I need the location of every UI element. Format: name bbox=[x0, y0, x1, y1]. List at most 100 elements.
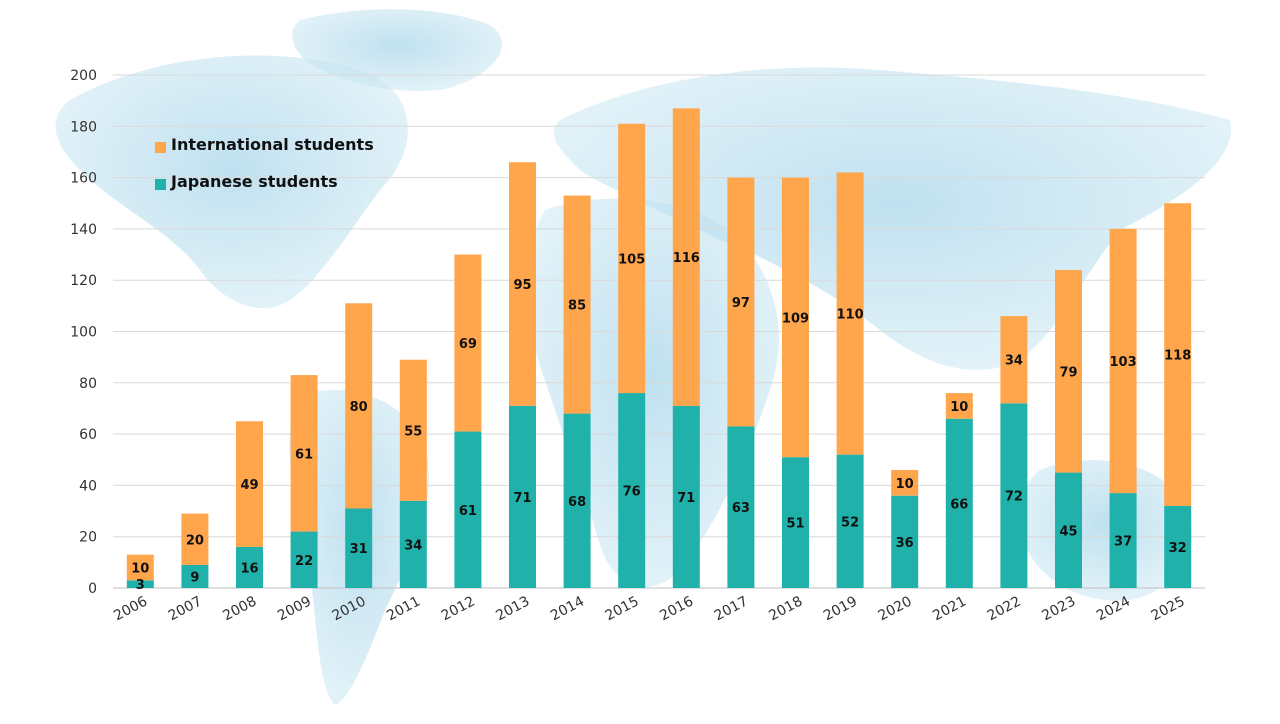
x-tick-label-2009: 2009 bbox=[275, 593, 314, 624]
x-tick-label-2007: 2007 bbox=[166, 593, 205, 624]
bar-international-2012 bbox=[454, 254, 482, 432]
bar-japanese-2011 bbox=[399, 500, 427, 588]
bar-japanese-2022 bbox=[1000, 403, 1028, 588]
data-label-international-2011: 55 bbox=[404, 424, 422, 439]
bar-japanese-2008 bbox=[236, 546, 263, 588]
legend-swatch-japanese bbox=[155, 179, 166, 190]
data-label-japanese-2017: 63 bbox=[732, 501, 750, 516]
bar-japanese-2023 bbox=[1055, 472, 1082, 588]
data-label-international-2015: 105 bbox=[618, 252, 645, 267]
y-tick-label: 200 bbox=[70, 68, 97, 84]
bar-international-2006 bbox=[126, 554, 154, 581]
data-label-japanese-2018: 51 bbox=[786, 517, 804, 532]
bar-international-2007 bbox=[181, 513, 209, 565]
x-tick-label-2015: 2015 bbox=[603, 593, 642, 624]
legend-swatch-international bbox=[155, 142, 166, 153]
data-label-international-2023: 79 bbox=[1059, 365, 1077, 380]
data-label-international-2010: 80 bbox=[350, 400, 368, 415]
x-tick-label-2013: 2013 bbox=[493, 593, 532, 624]
legend-label-international: International students bbox=[171, 135, 374, 154]
data-label-international-2006: 10 bbox=[131, 561, 149, 576]
bar-international-2017 bbox=[727, 177, 755, 427]
data-label-japanese-2012: 61 bbox=[459, 504, 477, 519]
data-label-international-2007: 20 bbox=[186, 533, 204, 548]
y-axis: 0 20 40 60 80 100 120 140 160 180 200 bbox=[70, 68, 97, 597]
y-tick-label: 180 bbox=[70, 119, 97, 135]
bar-japanese-2020 bbox=[891, 495, 919, 588]
y-tick-label: 40 bbox=[79, 478, 97, 494]
y-tick-label: 100 bbox=[70, 325, 97, 341]
x-tick-label-2014: 2014 bbox=[548, 593, 587, 624]
bar-international-2011 bbox=[399, 359, 427, 501]
data-label-international-2018: 109 bbox=[782, 311, 809, 326]
y-tick-label: 80 bbox=[79, 376, 97, 392]
data-label-international-2020: 10 bbox=[896, 477, 914, 492]
x-tick-label-2006: 2006 bbox=[111, 593, 150, 624]
x-tick-label-2020: 2020 bbox=[876, 593, 915, 624]
data-label-international-2019: 110 bbox=[837, 308, 864, 323]
bar-japanese-2018 bbox=[782, 457, 809, 588]
x-tick-label-2008: 2008 bbox=[220, 593, 259, 624]
data-label-japanese-2007: 9 bbox=[190, 570, 199, 585]
data-label-japanese-2022: 72 bbox=[1005, 490, 1023, 505]
data-label-international-2022: 34 bbox=[1005, 354, 1023, 369]
data-label-japanese-2010: 31 bbox=[350, 542, 368, 557]
data-label-japanese-2008: 16 bbox=[240, 561, 258, 576]
y-tick-label: 0 bbox=[88, 581, 97, 597]
y-tick-label: 160 bbox=[70, 171, 97, 187]
bar-international-2025 bbox=[1164, 203, 1192, 506]
data-label-japanese-2006: 3 bbox=[136, 578, 145, 593]
x-axis: 2006 2007 2008 2009 2010 2011 2012 2013 2014 2015… bbox=[111, 593, 1187, 624]
bar-international-2008 bbox=[236, 421, 263, 547]
data-label-international-2014: 85 bbox=[568, 299, 586, 314]
data-label-japanese-2016: 71 bbox=[677, 491, 695, 506]
data-label-japanese-2024: 37 bbox=[1114, 535, 1132, 550]
data-label-japanese-2021: 66 bbox=[950, 497, 968, 512]
data-label-international-2009: 61 bbox=[295, 447, 313, 462]
bar-international-2024 bbox=[1109, 228, 1137, 494]
bar-international-2022 bbox=[1000, 316, 1028, 404]
x-tick-label-2017: 2017 bbox=[712, 593, 751, 624]
x-tick-label-2022: 2022 bbox=[985, 593, 1024, 624]
x-tick-label-2016: 2016 bbox=[657, 593, 696, 624]
bar-international-2020 bbox=[891, 470, 919, 496]
bar-data-labels: 3109201649226131803455616971956885761057… bbox=[131, 251, 1191, 593]
x-tick-label-2025: 2025 bbox=[1149, 593, 1188, 624]
bar-international-2010 bbox=[345, 303, 373, 509]
bar-international-2018 bbox=[782, 177, 809, 458]
bar-japanese-2016 bbox=[672, 405, 700, 588]
data-label-japanese-2009: 22 bbox=[295, 554, 313, 569]
bar-japanese-2010 bbox=[345, 508, 373, 588]
bar-japanese-2014 bbox=[563, 413, 591, 588]
x-tick-label-2023: 2023 bbox=[1039, 593, 1078, 624]
data-label-japanese-2013: 71 bbox=[513, 491, 531, 506]
data-label-japanese-2015: 76 bbox=[623, 485, 641, 500]
y-tick-label: 140 bbox=[70, 222, 97, 238]
y-tick-label: 20 bbox=[79, 530, 97, 546]
bar-international-2021 bbox=[945, 393, 973, 419]
y-tick-label: 120 bbox=[70, 273, 97, 289]
bars bbox=[126, 108, 1192, 588]
data-label-international-2013: 95 bbox=[513, 278, 531, 293]
data-label-japanese-2023: 45 bbox=[1059, 524, 1077, 539]
data-label-international-2008: 49 bbox=[240, 478, 258, 493]
x-tick-label-2021: 2021 bbox=[930, 593, 969, 624]
bar-international-2023 bbox=[1055, 269, 1082, 473]
data-label-japanese-2014: 68 bbox=[568, 495, 586, 510]
x-tick-label-2012: 2012 bbox=[439, 593, 478, 624]
bar-japanese-2012 bbox=[454, 431, 482, 588]
bar-japanese-2006 bbox=[126, 580, 154, 588]
bar-japanese-2025 bbox=[1164, 505, 1192, 588]
data-label-japanese-2019: 52 bbox=[841, 515, 859, 530]
bar-japanese-2009 bbox=[290, 531, 318, 588]
data-label-international-2021: 10 bbox=[950, 400, 968, 415]
bar-japanese-2019 bbox=[836, 454, 864, 588]
bar-international-2015 bbox=[618, 123, 646, 394]
x-tick-label-2019: 2019 bbox=[821, 593, 860, 624]
bar-japanese-2013 bbox=[509, 405, 536, 588]
bar-japanese-2017 bbox=[727, 426, 755, 588]
bar-international-2013 bbox=[509, 162, 536, 406]
data-label-international-2016: 116 bbox=[673, 251, 700, 266]
data-label-japanese-2020: 36 bbox=[896, 536, 914, 551]
